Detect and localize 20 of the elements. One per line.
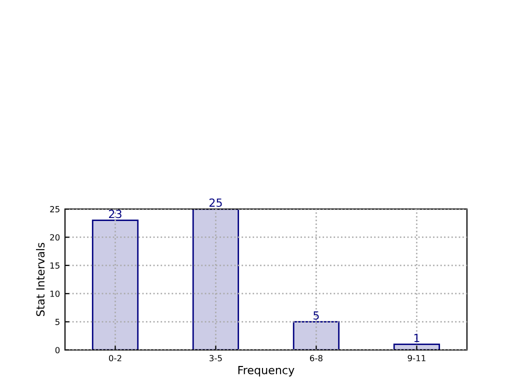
y-axis-title: Stat Intervals [36,242,45,316]
y-tick-label: 25 [50,206,60,212]
data-label: 5 [314,311,319,320]
data-label: 25 [209,198,222,207]
x-tick-label: 6-8 [310,354,322,362]
bar [92,220,139,350]
x-tick-label: 0-2 [108,354,122,362]
bar [192,209,240,350]
y-tick-label: 15 [50,262,60,269]
data-label: 23 [108,210,122,218]
x-tick-label: 9-11 [408,354,426,362]
x-tick-label: 3-5 [210,354,222,362]
data-label: 1 [414,334,420,342]
x-axis-title: Frequency [238,366,294,376]
y-tick-label: 0 [55,346,60,354]
bar [292,321,340,350]
y-tick-label: 10 [50,290,60,297]
y-tick-label: 5 [55,318,60,326]
y-tick-label: 20 [50,234,60,241]
bar [393,344,440,350]
